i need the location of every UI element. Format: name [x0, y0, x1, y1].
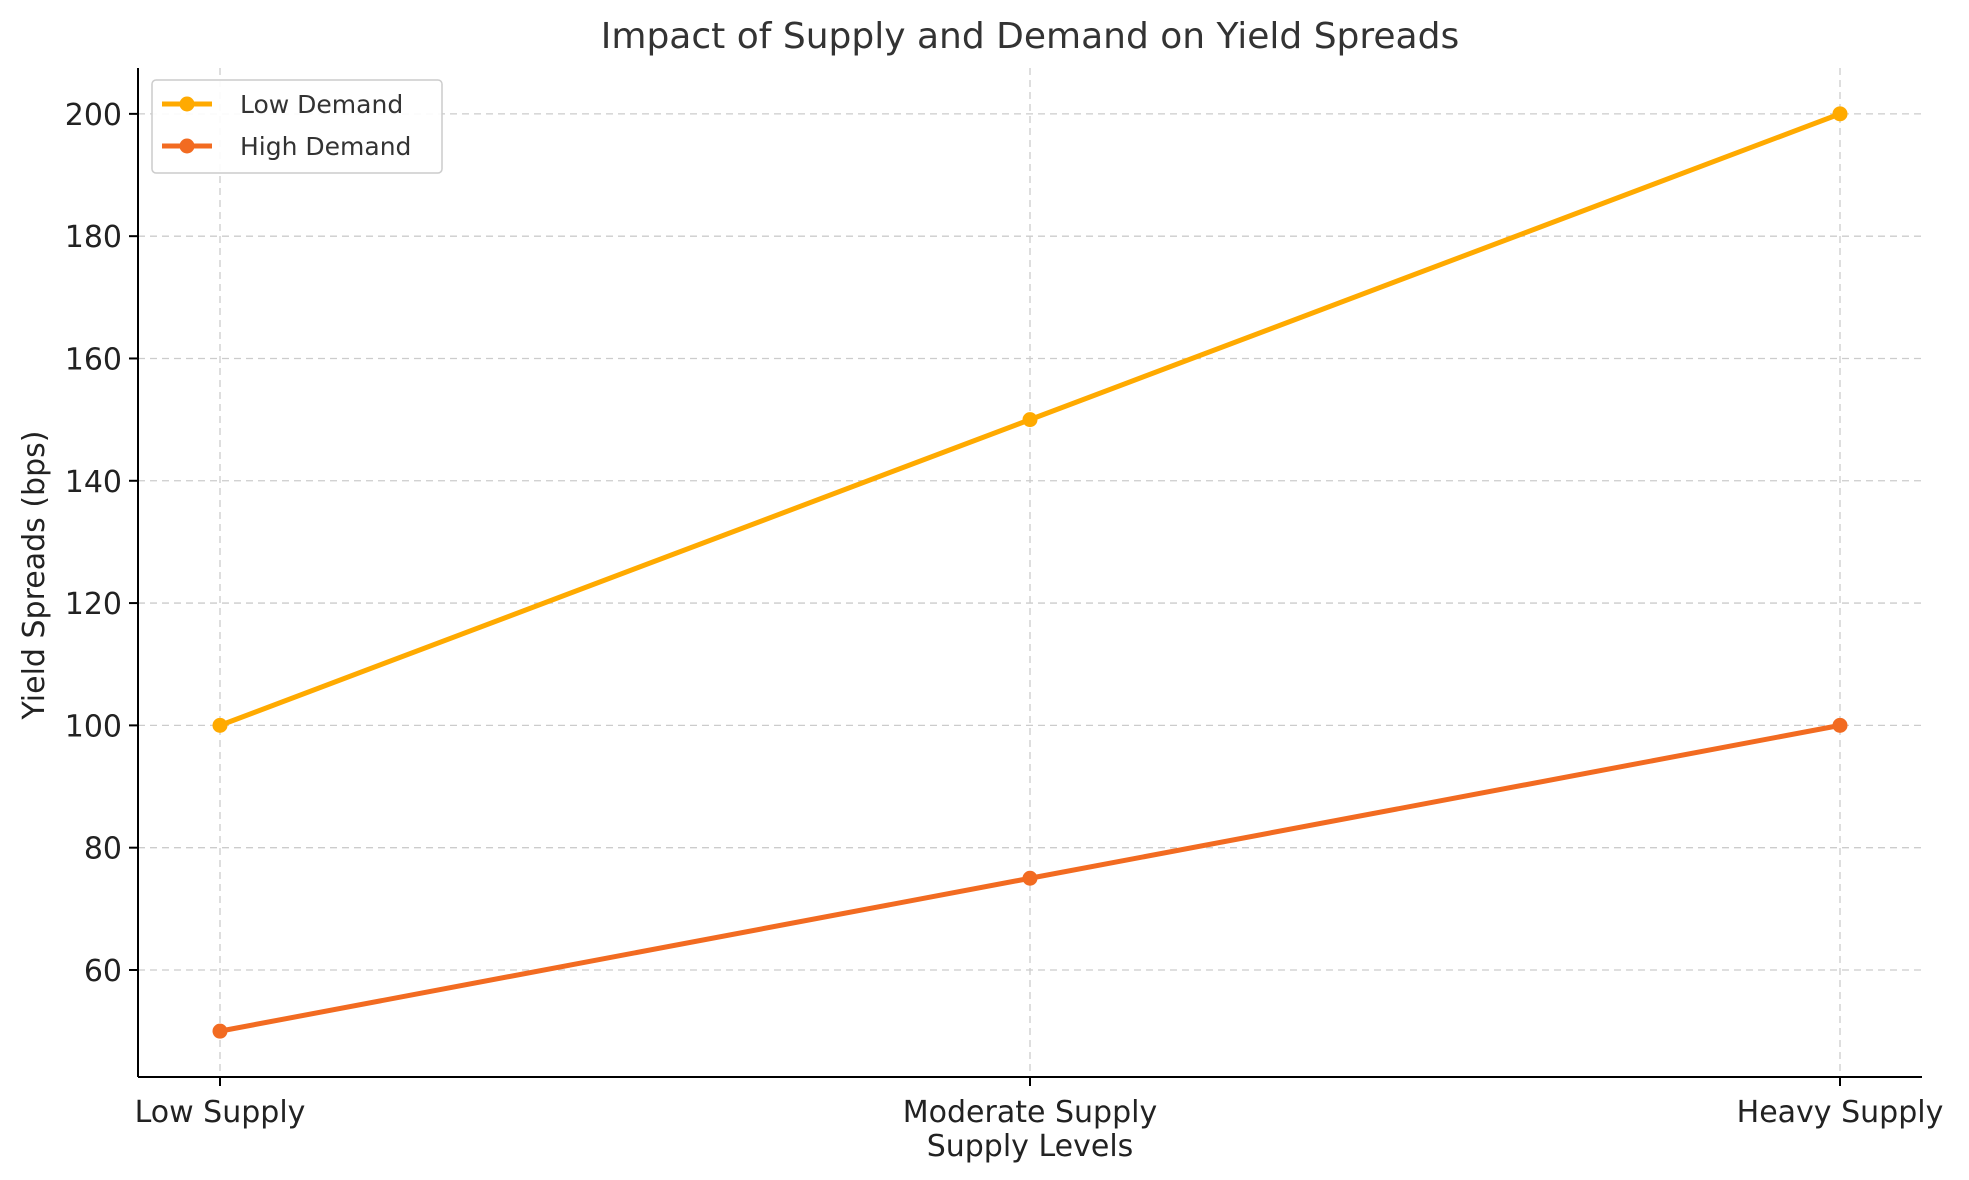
data-point — [212, 717, 228, 733]
y-tick-label: 200 — [65, 98, 122, 133]
x-tick-label: Heavy Supply — [1737, 1095, 1944, 1130]
chart-title: Impact of Supply and Demand on Yield Spr… — [601, 16, 1459, 57]
series-low-demand — [212, 106, 1848, 733]
y-tick-label: 80 — [84, 832, 122, 867]
y-axis-ticks: 60 80 100 120 140 160 180 200 — [65, 98, 138, 989]
y-tick-label: 60 — [84, 954, 122, 989]
y-tick-label: 140 — [65, 465, 122, 500]
legend-marker — [179, 96, 195, 112]
data-point — [1022, 870, 1038, 886]
legend-label: Low Demand — [240, 90, 403, 119]
y-tick-label: 100 — [65, 709, 122, 744]
data-point — [1832, 717, 1848, 733]
series-high-demand — [212, 717, 1848, 1039]
x-axis-ticks: Low Supply Moderate Supply Heavy Supply — [135, 1077, 1944, 1130]
y-tick-label: 180 — [65, 220, 122, 255]
y-tick-label: 120 — [65, 587, 122, 622]
legend-item: High Demand — [162, 132, 411, 161]
series-layer — [212, 106, 1848, 1039]
grid — [138, 68, 1922, 1077]
legend-label: High Demand — [240, 132, 411, 161]
legend-box — [151, 79, 443, 174]
data-point — [1832, 106, 1848, 122]
legend-item: Low Demand — [162, 90, 403, 119]
legend-marker — [179, 138, 195, 154]
y-axis-label: Yield Spreads (bps) — [17, 431, 52, 721]
data-point — [212, 1023, 228, 1039]
y-tick-label: 160 — [65, 342, 122, 377]
x-tick-label: Moderate Supply — [903, 1095, 1157, 1130]
data-point — [1022, 412, 1038, 428]
legend: Low Demand High Demand — [151, 79, 443, 174]
x-tick-label: Low Supply — [135, 1095, 306, 1130]
x-axis-label: Supply Levels — [927, 1129, 1134, 1164]
